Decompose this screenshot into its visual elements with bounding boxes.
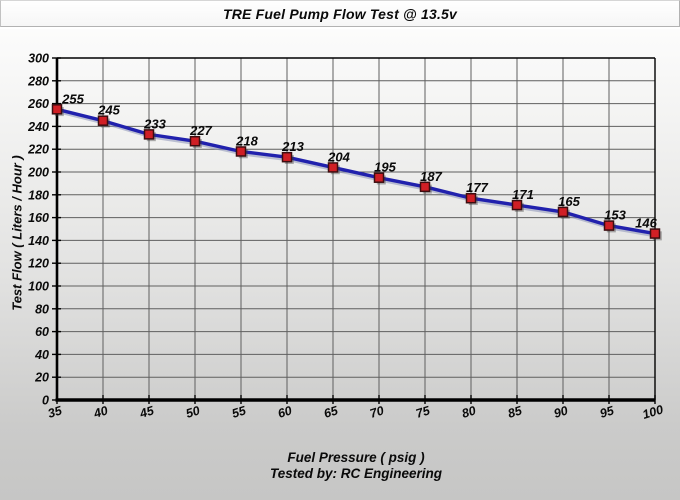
y-tick-label: 240 (27, 120, 49, 134)
data-point-marker (143, 129, 155, 140)
data-point-marker (511, 199, 523, 211)
data-point-label: 146 (635, 216, 657, 231)
y-tick-label: 160 (28, 211, 49, 225)
data-point-marker (235, 146, 247, 157)
data-point-label: 153 (604, 208, 626, 223)
y-tick-label: 0 (42, 394, 49, 408)
x-tick-label: 70 (368, 403, 385, 420)
y-tick-label: 300 (28, 52, 49, 66)
x-tick-label: 75 (414, 403, 432, 421)
data-point-marker (373, 172, 385, 183)
data-point-marker (603, 220, 615, 231)
y-tick-label: 260 (27, 97, 49, 111)
data-point-label: 165 (558, 194, 580, 209)
y-tick-label: 120 (28, 257, 49, 271)
y-tick-label: 200 (27, 166, 49, 180)
y-tick-label: 180 (28, 188, 49, 202)
data-point-label: 255 (61, 91, 84, 106)
data-point-marker (557, 206, 569, 218)
data-point-marker (419, 181, 431, 193)
y-tick-label: 280 (27, 74, 49, 88)
x-tick-label: 65 (322, 403, 340, 421)
data-point-label: 204 (327, 149, 350, 164)
y-tick-label: 140 (28, 234, 49, 248)
x-tick-label: 45 (137, 403, 156, 421)
y-tick-label: 220 (27, 143, 49, 157)
x-axis-title: Fuel Pressure ( psig ) (287, 450, 425, 465)
y-tick-label: 60 (35, 325, 49, 339)
x-tick-label: 40 (91, 403, 109, 421)
data-point-label: 187 (420, 169, 442, 184)
chart-title: TRE Fuel Pump Flow Test @ 13.5v (222, 5, 458, 22)
series-line (56, 107, 656, 236)
data-point-marker (189, 135, 201, 147)
tested-by-caption: Tested by: RC Engineering (269, 466, 443, 481)
chart-title-bar: TRE Fuel Pump Flow Test @ 13.5v (0, 0, 680, 27)
x-tick-label: 85 (506, 403, 524, 421)
data-point-marker (97, 115, 109, 126)
data-point-marker (327, 162, 339, 173)
data-point-marker (465, 192, 477, 204)
data-point-label: 218 (235, 133, 258, 148)
x-tick-label: 95 (598, 403, 616, 421)
y-tick-label: 100 (28, 280, 49, 294)
data-point-label: 177 (466, 180, 488, 195)
y-axis-title: Test Flow ( Liters / Hour ) (9, 155, 25, 311)
data-point-label: 227 (189, 123, 212, 138)
data-point-marker (281, 151, 293, 163)
y-tick-label: 40 (34, 348, 49, 362)
y-tick-label: 80 (35, 302, 49, 316)
data-point-marker (51, 104, 63, 115)
x-tick-label: 80 (460, 403, 477, 420)
x-tick-label: 35 (46, 403, 64, 421)
data-point-label: 233 (143, 116, 166, 131)
data-point-label: 171 (512, 187, 534, 202)
data-point-label: 245 (97, 103, 120, 118)
y-tick-label: 20 (34, 371, 49, 385)
x-tick-label: 60 (276, 403, 293, 420)
data-point-label: 213 (281, 139, 304, 154)
data-point-label: 195 (374, 160, 396, 175)
x-tick-label: 90 (552, 403, 569, 420)
x-tick-label: 55 (230, 403, 248, 421)
x-tick-label: 50 (184, 403, 201, 420)
x-tick-label: 100 (641, 402, 665, 421)
data-point-marker (649, 228, 661, 239)
